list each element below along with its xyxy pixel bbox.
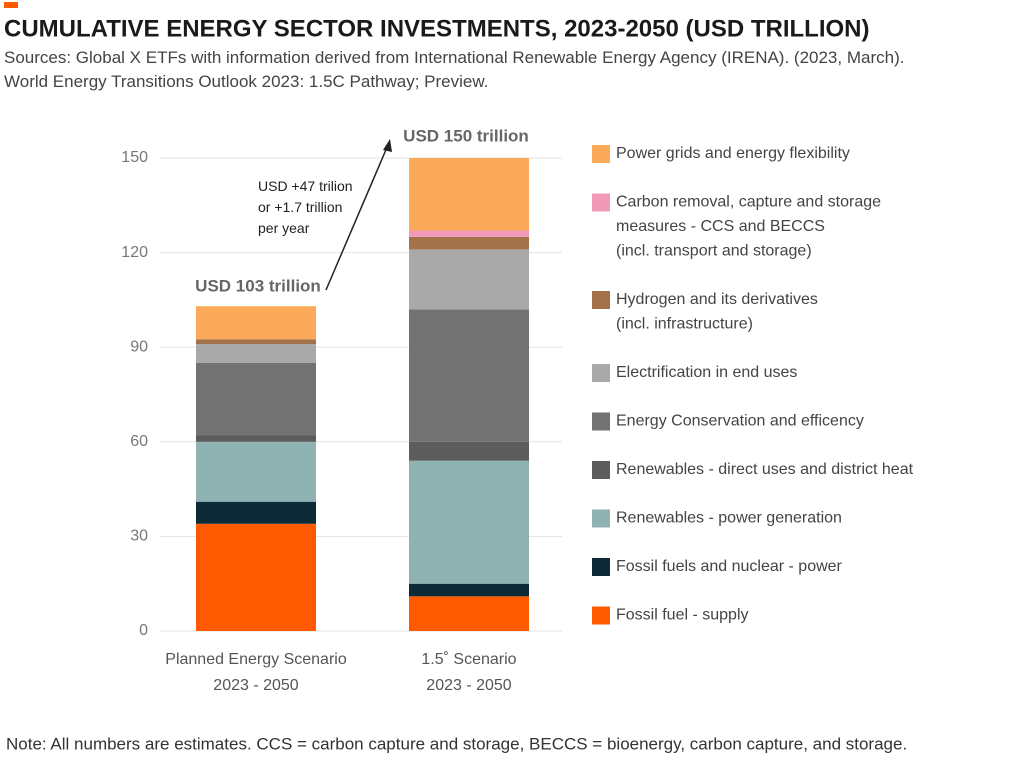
y-tick-label: 0 xyxy=(139,622,148,639)
legend-label: Renewables - direct uses and district he… xyxy=(616,461,914,478)
legend-swatch xyxy=(592,558,610,576)
bar-segment xyxy=(409,583,529,597)
title-accent xyxy=(4,2,18,8)
bar-segment xyxy=(409,441,529,461)
x-tick-label: Planned Energy Scenario 2023 - 2050 xyxy=(165,651,347,694)
x-tick-label: 1.5˚ Scenario 2023 - 2050 xyxy=(421,651,516,694)
annotation-arrow xyxy=(325,144,389,291)
bar-segment xyxy=(409,236,529,250)
bar-segment xyxy=(409,596,529,631)
annotation: USD 150 trillion xyxy=(403,126,529,145)
legend-swatch xyxy=(592,291,610,309)
legend-swatch xyxy=(592,606,610,625)
annotation: USD +47 trilion or +1.7 trillion per year xyxy=(258,178,353,236)
bar-segment xyxy=(196,344,316,363)
legend-label: Carbon removal, capture and storage measu… xyxy=(616,194,881,260)
bar-segment xyxy=(409,249,529,310)
y-tick-label: 120 xyxy=(121,244,148,261)
legend-label: Power grids and energy flexibility xyxy=(616,145,850,162)
bar-segment xyxy=(409,158,529,231)
legend-label: Hydrogen and its derivatives (incl. infra… xyxy=(616,291,818,333)
y-tick-label: 150 xyxy=(121,149,148,166)
bar-segment xyxy=(196,306,316,340)
bar-segment xyxy=(196,362,316,436)
chart-subtitle: Sources: Global X ETFs with information … xyxy=(4,48,904,91)
legend-swatch xyxy=(592,509,610,528)
y-tick-label: 60 xyxy=(130,433,148,450)
y-tick-label: 30 xyxy=(130,528,148,545)
legend-swatch xyxy=(592,364,610,382)
legend-label: Renewables - power generation xyxy=(616,510,842,527)
bar-segment xyxy=(409,230,529,237)
legend-swatch xyxy=(592,193,610,212)
legend-swatch xyxy=(592,412,610,431)
annotation: USD 103 trillion xyxy=(195,276,321,295)
legend-label: Fossil fuels and nuclear - power xyxy=(616,558,843,575)
y-tick-label: 90 xyxy=(130,338,148,355)
chart-title: CUMULATIVE ENERGY SECTOR INVESTMENTS, 20… xyxy=(4,15,869,42)
legend-swatch xyxy=(592,145,610,163)
bar-segment xyxy=(196,523,316,631)
bar-segment xyxy=(409,309,529,442)
bar-segment xyxy=(196,339,316,345)
legend-label: Electrification in end uses xyxy=(616,364,797,381)
chart-note: Note: All numbers are estimates. CCS = c… xyxy=(6,734,907,753)
legend-label: Energy Conservation and efficency xyxy=(616,413,864,430)
bar-segment xyxy=(196,435,316,442)
bar-segment xyxy=(196,441,316,502)
arrow-head xyxy=(383,139,392,152)
legend-swatch xyxy=(592,461,610,479)
bar-segment xyxy=(409,460,529,584)
legend-label: Fossil fuel - supply xyxy=(616,607,749,624)
bar-segment xyxy=(196,501,316,524)
